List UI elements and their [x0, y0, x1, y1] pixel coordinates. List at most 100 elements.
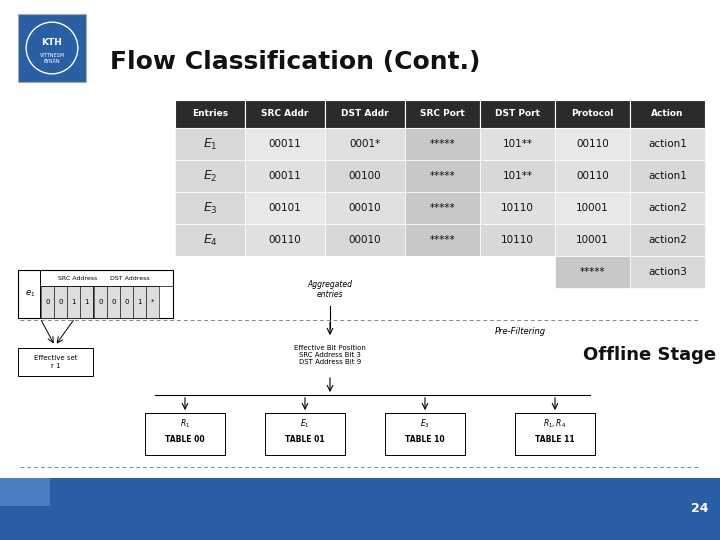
- Bar: [480, 128, 555, 160]
- Bar: [555, 224, 630, 256]
- Bar: [18, 348, 93, 376]
- Text: action2: action2: [648, 235, 687, 245]
- Text: SRC Port: SRC Port: [420, 110, 465, 118]
- Text: Protocol: Protocol: [571, 110, 613, 118]
- Bar: [405, 100, 480, 128]
- Bar: [175, 160, 245, 192]
- Bar: [325, 256, 405, 288]
- Text: DST Address: DST Address: [110, 276, 150, 281]
- Text: 24: 24: [690, 503, 708, 516]
- Text: action1: action1: [648, 171, 687, 181]
- Text: *****: *****: [430, 235, 455, 245]
- Bar: [94, 286, 107, 318]
- Text: 101**: 101**: [503, 171, 533, 181]
- Bar: [0, 478, 720, 540]
- Text: $E_3$: $E_3$: [420, 417, 430, 430]
- Text: $E_1$: $E_1$: [203, 137, 217, 152]
- Text: 0: 0: [98, 299, 103, 305]
- Text: KTH: KTH: [42, 38, 63, 47]
- Text: 0001*: 0001*: [349, 139, 381, 149]
- Text: 10001: 10001: [576, 235, 609, 245]
- Bar: [555, 128, 630, 160]
- Bar: [405, 256, 480, 288]
- Bar: [325, 160, 405, 192]
- Text: Effective set
r 1: Effective set r 1: [34, 355, 77, 368]
- Text: 101**: 101**: [503, 139, 533, 149]
- Bar: [405, 160, 480, 192]
- Bar: [175, 224, 245, 256]
- Bar: [120, 286, 133, 318]
- Text: SRC Address: SRC Address: [58, 276, 98, 281]
- Bar: [107, 286, 120, 318]
- Bar: [630, 100, 705, 128]
- Text: Aggregated
entries: Aggregated entries: [307, 280, 353, 299]
- Text: 00100: 00100: [348, 171, 382, 181]
- Bar: [480, 224, 555, 256]
- Bar: [245, 256, 325, 288]
- Bar: [18, 270, 173, 318]
- Bar: [555, 256, 630, 288]
- Text: DST Addr: DST Addr: [341, 110, 389, 118]
- Text: 00110: 00110: [576, 171, 609, 181]
- Bar: [480, 160, 555, 192]
- Text: $E_3$: $E_3$: [202, 200, 217, 215]
- Bar: [555, 192, 630, 224]
- Bar: [67, 286, 80, 318]
- Text: Effective Bit Position
SRC Address Bit 3
DST Address Bit 9: Effective Bit Position SRC Address Bit 3…: [294, 345, 366, 365]
- Text: 0: 0: [125, 299, 129, 305]
- Bar: [80, 286, 93, 318]
- Bar: [245, 224, 325, 256]
- Bar: [175, 128, 245, 160]
- Bar: [555, 160, 630, 192]
- Text: TABLE 00: TABLE 00: [165, 435, 204, 443]
- Bar: [480, 192, 555, 224]
- Bar: [405, 128, 480, 160]
- Text: $R_1,R_4$: $R_1,R_4$: [544, 417, 567, 430]
- Text: $e_1$: $e_1$: [25, 289, 35, 299]
- Bar: [325, 128, 405, 160]
- Text: 00110: 00110: [269, 235, 302, 245]
- Bar: [325, 192, 405, 224]
- Text: 00010: 00010: [348, 235, 382, 245]
- Bar: [175, 256, 245, 288]
- Text: Offline Stage: Offline Stage: [583, 346, 716, 364]
- Text: *****: *****: [430, 139, 455, 149]
- Text: TABLE 01: TABLE 01: [285, 435, 325, 443]
- Text: *****: *****: [430, 171, 455, 181]
- Bar: [175, 100, 245, 128]
- Text: *: *: [150, 299, 154, 305]
- Text: action3: action3: [648, 267, 687, 277]
- Text: TABLE 11: TABLE 11: [535, 435, 575, 443]
- Bar: [630, 256, 705, 288]
- Text: TABLE 10: TABLE 10: [405, 435, 445, 443]
- Text: 00110: 00110: [576, 139, 609, 149]
- Text: 10110: 10110: [501, 235, 534, 245]
- Text: SRC Addr: SRC Addr: [261, 110, 309, 118]
- Bar: [245, 192, 325, 224]
- Text: 1: 1: [84, 299, 89, 305]
- Text: action1: action1: [648, 139, 687, 149]
- Bar: [133, 286, 146, 318]
- Bar: [555, 100, 630, 128]
- Text: 0: 0: [45, 299, 50, 305]
- Text: 00011: 00011: [269, 139, 302, 149]
- Text: VITTNESM
BYRÅN: VITTNESM BYRÅN: [40, 53, 65, 64]
- Text: 10110: 10110: [501, 203, 534, 213]
- Bar: [18, 14, 86, 82]
- Bar: [265, 413, 345, 455]
- Bar: [630, 128, 705, 160]
- Text: action2: action2: [648, 203, 687, 213]
- Text: *****: *****: [430, 203, 455, 213]
- Text: 00011: 00011: [269, 171, 302, 181]
- Bar: [41, 286, 54, 318]
- Text: DST Port: DST Port: [495, 110, 540, 118]
- Bar: [245, 100, 325, 128]
- Text: 10001: 10001: [576, 203, 609, 213]
- Bar: [145, 413, 225, 455]
- Bar: [630, 192, 705, 224]
- Text: *****: *****: [580, 267, 606, 277]
- Bar: [515, 413, 595, 455]
- Bar: [630, 160, 705, 192]
- Text: Action: Action: [652, 110, 684, 118]
- Text: $R_1$: $R_1$: [180, 417, 190, 430]
